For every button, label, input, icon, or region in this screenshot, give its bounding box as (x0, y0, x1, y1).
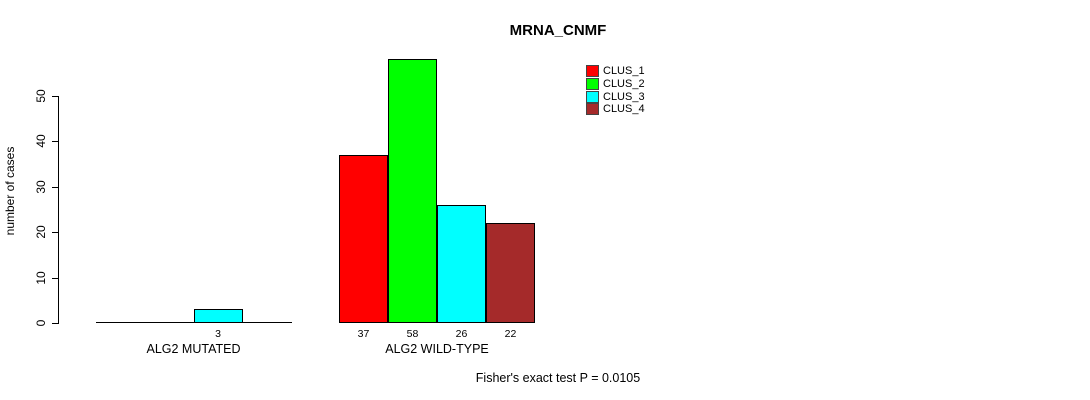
y-tick (52, 141, 59, 142)
group-label: ALG2 WILD-TYPE (385, 342, 489, 356)
legend-swatch (586, 65, 599, 78)
bar-value-label: 22 (504, 328, 517, 340)
y-tick-label: 0 (34, 319, 48, 327)
y-tick (52, 232, 59, 233)
group-label: ALG2 MUTATED (146, 342, 241, 356)
bar (339, 154, 388, 323)
legend-label: CLUS_4 (603, 103, 645, 116)
y-tick (52, 277, 59, 279)
chart-title: MRNA_CNMF (509, 22, 607, 39)
bar-value-label: 26 (455, 328, 468, 340)
legend-swatch (586, 90, 599, 103)
legend-row: CLUS_3 (586, 90, 645, 103)
y-tick (52, 323, 59, 324)
y-tick-label: 10 (34, 270, 48, 285)
y-axis-line (58, 95, 59, 324)
legend: CLUS_1 CLUS_2 CLUS_3 CLUS_4 (586, 65, 645, 116)
bar (193, 309, 243, 323)
legend-row: CLUS_1 (586, 65, 645, 78)
y-tick-label: 30 (34, 179, 48, 194)
zero-bar-line (144, 322, 194, 323)
zero-bar-line (95, 322, 145, 323)
zero-bar-line (242, 322, 292, 323)
legend-label: CLUS_2 (603, 78, 645, 91)
bar (388, 59, 437, 323)
footnote-pvalue: Fisher's exact test P = 0.0105 (475, 371, 641, 385)
legend-swatch (586, 78, 599, 91)
y-tick (52, 95, 59, 97)
y-tick-label: 20 (34, 225, 48, 239)
y-tick-label: 40 (34, 134, 48, 148)
legend-swatch (586, 103, 599, 116)
y-tick-label: 50 (34, 88, 48, 103)
legend-label: CLUS_3 (603, 90, 645, 103)
bar (486, 222, 535, 323)
y-tick (52, 186, 59, 188)
legend-label: CLUS_1 (603, 65, 645, 78)
legend-row: CLUS_4 (586, 103, 645, 116)
bar-value-label: 37 (357, 328, 370, 340)
bar-value-label: 3 (215, 328, 221, 340)
bar-value-label: 58 (406, 328, 419, 340)
legend-row: CLUS_2 (586, 78, 645, 91)
bar (437, 204, 486, 323)
